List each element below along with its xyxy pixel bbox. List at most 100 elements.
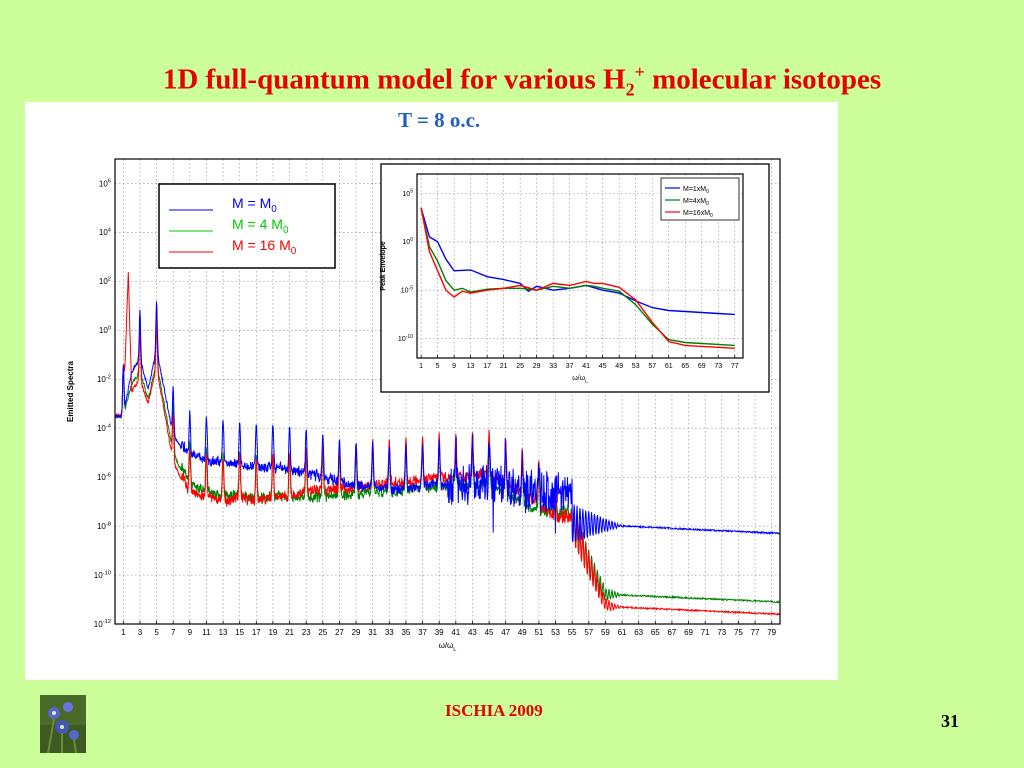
main-x-tick-label: 23 xyxy=(302,628,311,637)
title-end: molecular isotopes xyxy=(644,63,882,96)
inset-series-line-0 xyxy=(420,207,735,316)
main-x-tick-label: 51 xyxy=(534,628,543,637)
main-x-tick-label: 63 xyxy=(634,628,643,637)
emitted-spectra-chart: 1 3 5 7 9 11 13 15 17 19 21 23 25 27 29 31 33 35 37 39 41 43 4… xyxy=(66,158,781,653)
main-x-tick-label: 49 xyxy=(518,628,527,637)
inset-y-tick-label: 100 xyxy=(402,237,413,246)
inset-x-tick-label: 21 xyxy=(500,363,508,370)
inset-x-axis-label: ω/ωL xyxy=(572,375,588,384)
inset-x-tick-label: 49 xyxy=(615,363,623,370)
main-y-tick-label: 10-10 xyxy=(94,570,111,580)
inset-x-tick-label: 5 xyxy=(436,363,440,370)
main-x-tick-label: 13 xyxy=(219,628,228,637)
main-x-tick-label: 61 xyxy=(618,628,627,637)
main-x-tick-label: 41 xyxy=(451,628,460,637)
main-x-tick-label: 45 xyxy=(485,628,494,637)
main-x-tick-label: 3 xyxy=(138,628,143,637)
inset-x-tick-label: 61 xyxy=(665,363,673,370)
inset-x-tick-label: 45 xyxy=(599,363,607,370)
inset-x-tick-label: 9 xyxy=(452,363,456,370)
main-legend-label: M = M0 xyxy=(232,195,277,215)
main-series-group xyxy=(115,272,780,617)
main-y-tick-label: 10-12 xyxy=(94,619,111,629)
inset-y-tick-label: 105 xyxy=(402,189,413,198)
main-legend: M = M0M = 4 M0M = 16 M0 xyxy=(158,183,336,269)
figure-panel: 1 3 5 7 9 11 13 15 17 19 21 23 25 27 29 31 33 35 37 39 41 43 4… xyxy=(25,102,838,680)
main-x-tick-label: 17 xyxy=(252,628,261,637)
main-x-tick-label: 1 xyxy=(121,628,126,637)
main-x-tick-label: 43 xyxy=(468,628,477,637)
inset-x-tick-label: 29 xyxy=(533,363,541,370)
inset-frame xyxy=(416,173,744,359)
inset-x-tick-label: 53 xyxy=(632,363,640,370)
inset-x-tick-label: 1 xyxy=(419,363,423,370)
inset-series-line-2 xyxy=(420,207,735,349)
inset-x-tick-label: 77 xyxy=(731,363,739,370)
main-y-tick-label: 10-4 xyxy=(97,423,112,433)
main-x-tick-label: 69 xyxy=(684,628,693,637)
inset-x-tick-label: 57 xyxy=(648,363,656,370)
inset-plot-group: 1 5 9 13 17 21 25 29 33 37 41 45 49 53 57 61 65 69 73 77 105… xyxy=(380,163,770,393)
title-main: 1D full-quantum model for various H xyxy=(162,63,626,96)
main-x-tick-label: 39 xyxy=(435,628,444,637)
main-x-tick-label: 37 xyxy=(418,628,427,637)
inset-x-tick-label: 69 xyxy=(698,363,706,370)
inset-x-tick-label: 17 xyxy=(483,363,491,370)
main-legend-label: M = 4 M0 xyxy=(232,216,289,236)
main-y-tick-label: 10-2 xyxy=(97,374,111,384)
main-x-tick-label: 77 xyxy=(751,628,760,637)
main-y-tick-label: 100 xyxy=(99,326,111,336)
main-x-tick-label: 15 xyxy=(235,628,244,637)
main-x-tick-label: 29 xyxy=(352,628,361,637)
inset-series-line-1 xyxy=(420,207,735,347)
flower-photo xyxy=(40,695,86,753)
main-x-tick-label: 33 xyxy=(385,628,394,637)
main-x-tick-label: 35 xyxy=(401,628,410,637)
title-subscript: 2 xyxy=(625,79,635,100)
page-number: 31 xyxy=(941,711,959,731)
main-x-tick-label: 79 xyxy=(767,628,776,637)
inset-y-tick-label: 10-5 xyxy=(401,286,413,295)
main-y-tick-label: 10-8 xyxy=(97,521,111,531)
main-x-tick-label: 5 xyxy=(154,628,159,637)
main-x-tick-label: 31 xyxy=(368,628,377,637)
main-y-tick-label: 102 xyxy=(99,277,111,287)
main-y-tick-label: 10-6 xyxy=(97,472,111,482)
main-x-tick-label: 57 xyxy=(584,628,593,637)
main-x-tick-label: 67 xyxy=(667,628,676,637)
main-x-tick-label: 21 xyxy=(285,628,294,637)
main-x-axis-label: ω/ωL xyxy=(439,641,457,653)
inset-legend: M=1xM0 M=4xM0 M=16xM0 xyxy=(660,177,740,221)
inset-legend-label: M=4xM0 xyxy=(683,198,709,207)
main-x-tick-label: 47 xyxy=(501,628,510,637)
main-x-tick-label: 7 xyxy=(171,628,176,637)
inset-legend-label: M=16xM0 xyxy=(683,210,713,219)
inset-y-axis-label: Peak Envelope xyxy=(380,241,387,291)
main-x-tick-label: 27 xyxy=(335,628,344,637)
inset-x-tick-label: 73 xyxy=(714,363,722,370)
main-x-tick-label: 65 xyxy=(651,628,660,637)
title-superscript: + xyxy=(634,62,645,82)
slide-title: 1D full-quantum model for various H2+ mo… xyxy=(0,62,1024,100)
main-series-line-0 xyxy=(115,301,780,542)
main-y-tick-label: 104 xyxy=(99,228,112,238)
inset-x-tick-label: 13 xyxy=(467,363,475,370)
main-x-tick-label: 11 xyxy=(202,628,211,637)
inset-x-tick-label: 41 xyxy=(582,363,590,370)
main-x-tick-label: 19 xyxy=(268,628,277,637)
inset-legend-box xyxy=(660,177,740,221)
main-frame xyxy=(114,158,781,625)
main-x-tick-label: 59 xyxy=(601,628,610,637)
main-x-tick-label: 71 xyxy=(701,628,710,637)
inset-legend-label: M=1xM0 xyxy=(683,186,709,195)
inset-y-tick-label: 10-10 xyxy=(398,334,413,343)
footer-label: ISCHIA 2009 xyxy=(445,701,543,720)
main-legend-box xyxy=(158,183,336,269)
main-legend-label: M = 16 M0 xyxy=(232,237,297,257)
main-y-tick-label: 106 xyxy=(99,179,111,189)
main-x-tick-label: 55 xyxy=(568,628,577,637)
inset-x-tick-label: 65 xyxy=(681,363,689,370)
main-x-tick-label: 53 xyxy=(551,628,560,637)
main-x-tick-label: 25 xyxy=(318,628,327,637)
main-x-tick-label: 73 xyxy=(717,628,726,637)
